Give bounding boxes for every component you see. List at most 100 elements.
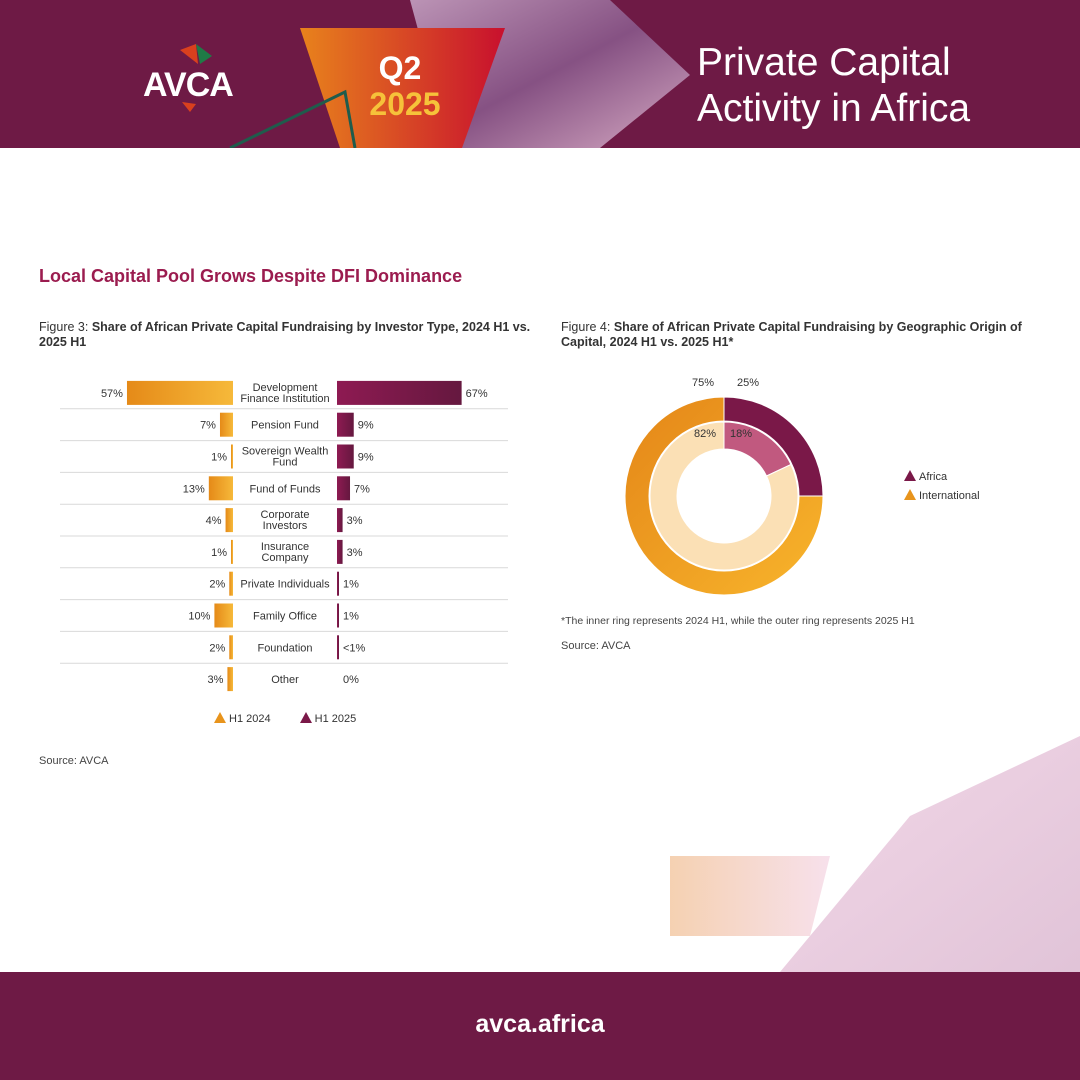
category-label-line: Company (261, 552, 309, 564)
bar-label-h1-2024: 57% (101, 388, 123, 400)
bar-h1-2025 (337, 444, 354, 469)
legend-h1-2025-label: H1 2025 (314, 713, 357, 725)
bar-h1-2024 (208, 476, 233, 501)
bar-h1-2024 (229, 571, 233, 596)
bar-label-h1-2024: 1% (211, 452, 227, 464)
bar-label-h1-2025: 3% (347, 547, 363, 559)
bar-label-h1-2024: 4% (206, 515, 222, 527)
figure4-legend: Africa International (904, 468, 980, 506)
category-label-line: Insurance (261, 541, 309, 553)
category-label: Other (271, 674, 299, 686)
bar-label-h1-2025: 67% (466, 388, 488, 400)
category-label-line: Investors (263, 520, 308, 532)
legend-h1-2024: H1 2024 (214, 712, 271, 725)
decorative-city-graphic (670, 736, 1080, 972)
bar-h1-2025 (337, 539, 343, 564)
bar-label-h1-2024: 13% (183, 483, 205, 495)
figure3-caption-prefix: Figure 3: (39, 320, 92, 334)
section-title: Local Capital Pool Grows Despite DFI Dom… (39, 266, 463, 286)
figure4-donut-chart: 25% 75% 18% 82% (624, 377, 824, 596)
bar-label-h1-2025: 7% (354, 483, 370, 495)
bar-label-h1-2024: 7% (200, 420, 216, 432)
category-label: Pension Fund (251, 420, 319, 432)
figure4-caption: Figure 4: Share of African Private Capit… (561, 320, 1061, 350)
legend-h1-2024-marker (214, 712, 226, 723)
outer-ring-international-slice (624, 396, 824, 596)
bar-label-h1-2024: 2% (209, 579, 225, 591)
bar-label-h1-2025: 1% (343, 611, 359, 623)
footer-banner: avca.africa (0, 972, 1080, 1080)
figure3-source: Source: AVCA (39, 755, 109, 767)
bar-h1-2024 (219, 412, 233, 437)
figure3-caption: Figure 3: Share of African Private Capit… (39, 320, 539, 350)
bar-label-h1-2025: 1% (343, 579, 359, 591)
figure4-note: *The inner ring represents 2024 H1, whil… (561, 615, 915, 627)
report-title-line2: Activity in Africa (697, 87, 971, 130)
legend-h1-2025: H1 2025 (299, 712, 357, 725)
inner-africa-value-label: 18% (730, 428, 752, 440)
bar-h1-2024 (214, 603, 233, 628)
bar-label-h1-2025: 3% (347, 515, 363, 527)
figure4-source: Source: AVCA (561, 640, 631, 652)
year-label: 2025 (369, 86, 441, 122)
inner-ring-international-slice (649, 421, 799, 571)
legend-international-marker (904, 489, 916, 500)
figure4-caption-title: Share of African Private Capital Fundrai… (561, 320, 1022, 349)
quarter-label: Q2 (378, 50, 422, 86)
bar-label-h1-2024: 3% (208, 674, 224, 686)
category-label-line: Finance Institution (240, 393, 329, 405)
bar-h1-2024 (227, 667, 233, 692)
footer-url-link[interactable]: avca.africa (475, 1010, 605, 1038)
legend-international: International (904, 487, 980, 506)
bar-h1-2025 (337, 412, 354, 437)
bar-h1-2024 (229, 635, 233, 660)
bar-label-h1-2025: 0% (343, 674, 359, 686)
inner-international-value-label: 82% (694, 428, 716, 440)
bar-label-h1-2025: <1% (343, 642, 366, 654)
header-banner: AVCA Q2 2025 Private Capital Activity in… (0, 0, 1080, 148)
legend-africa-label: Africa (919, 471, 948, 483)
avca-logo[interactable]: AVCA (143, 66, 234, 104)
category-label-line: Development (253, 382, 318, 394)
category-label: Corporate Investors (261, 509, 310, 532)
bar-h1-2024 (126, 380, 233, 405)
bar-label-h1-2024: 2% (209, 642, 225, 654)
category-label: Foundation (257, 642, 312, 654)
bar-h1-2025 (337, 635, 339, 660)
report-title: Private Capital Activity in Africa (697, 40, 970, 132)
outer-africa-value-label: 25% (737, 377, 759, 389)
bar-label-h1-2024: 1% (211, 547, 227, 559)
bar-h1-2025 (337, 603, 339, 628)
header-city-graphic (229, 0, 690, 148)
bar-h1-2024 (231, 539, 233, 564)
outer-international-value-label: 75% (692, 377, 714, 389)
category-label: Private Individuals (240, 579, 330, 591)
bar-label-h1-2025: 9% (358, 452, 374, 464)
bar-h1-2024 (231, 444, 233, 469)
category-label: Sovereign Wealth Fund (242, 446, 329, 469)
avca-logo-mark (180, 44, 212, 112)
report-title-line1: Private Capital (697, 41, 951, 84)
legend-africa-marker (904, 470, 916, 481)
bar-label-h1-2024: 10% (188, 611, 210, 623)
bar-h1-2025 (337, 380, 462, 405)
bar-h1-2024 (225, 508, 233, 533)
category-label: Family Office (253, 611, 317, 623)
category-label: Fund of Funds (250, 483, 321, 495)
legend-africa: Africa (904, 468, 980, 487)
legend-h1-2025-marker (299, 712, 312, 723)
figure3-butterfly-chart: 57% 67% Development Finance Institution 7% 9%… (60, 380, 508, 692)
category-label: Development Finance Institution (240, 382, 329, 405)
legend-international-label: International (919, 490, 980, 502)
figure3-legend: H1 2024 H1 2025 (214, 712, 356, 725)
bar-h1-2025 (337, 508, 343, 533)
legend-h1-2024-label: H1 2024 (229, 713, 271, 725)
bar-h1-2025 (337, 571, 339, 596)
bar-label-h1-2025: 9% (358, 420, 374, 432)
category-label: Insurance Company (261, 541, 309, 564)
category-label-line: Sovereign Wealth (242, 446, 329, 458)
category-label-line: Corporate (261, 509, 310, 521)
figure3-caption-title: Share of African Private Capital Fundrai… (39, 320, 531, 349)
figure4-caption-prefix: Figure 4: (561, 320, 614, 334)
bar-h1-2025 (337, 476, 351, 501)
